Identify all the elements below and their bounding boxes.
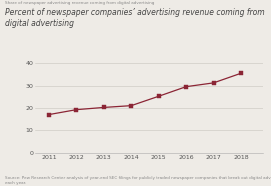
Text: Percent of newspaper companies’ advertising revenue coming from
digital advertis: Percent of newspaper companies’ advertis… — [5, 8, 265, 28]
Text: Source: Pew Research Center analysis of year-end SEC filings for publicly traded: Source: Pew Research Center analysis of … — [5, 177, 271, 185]
Text: Share of newspaper advertising revenue coming from digital advertising: Share of newspaper advertising revenue c… — [5, 1, 155, 5]
